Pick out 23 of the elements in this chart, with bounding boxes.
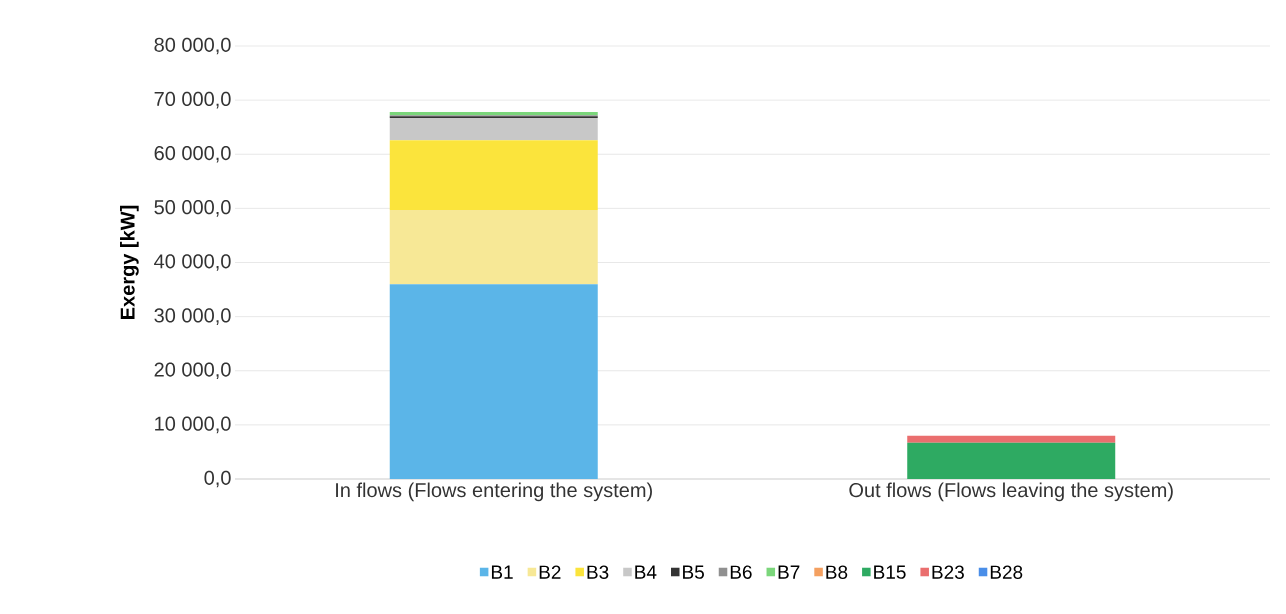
legend-label: B28: [990, 565, 1023, 579]
y-tick-label: 80 000,0: [154, 37, 231, 55]
legend-label: B2: [539, 565, 561, 579]
legend-label: B3: [587, 565, 609, 579]
legend-label: B8: [826, 565, 848, 579]
y-tick-label: 40 000,0: [154, 254, 231, 271]
x-tick-label: In flows (Flows entering the system): [336, 482, 652, 502]
y-tick-label: 70 000,0: [154, 91, 231, 109]
y-tick-label: 20 000,0: [154, 362, 231, 380]
y-tick-label: 30 000,0: [154, 308, 231, 325]
y-axis-title: Exergy [kW]: [120, 205, 139, 319]
y-tick-label: 10 000,0: [155, 416, 231, 434]
legend-label: B6: [730, 565, 752, 579]
x-tick-label: Out flows (Flows leaving the system): [849, 482, 1173, 502]
legend-label: B5: [683, 565, 704, 579]
y-tick-label: 60 000,0: [154, 146, 231, 163]
y-tick-label: 50 000,0: [154, 200, 231, 217]
y-tick-label: 0,0: [204, 470, 231, 488]
legend-label: B4: [635, 565, 657, 579]
legend-label: B23: [932, 565, 964, 579]
legend-label: B1: [491, 565, 513, 579]
legend-label: B15: [874, 565, 906, 579]
legend-label: B7: [778, 565, 800, 579]
